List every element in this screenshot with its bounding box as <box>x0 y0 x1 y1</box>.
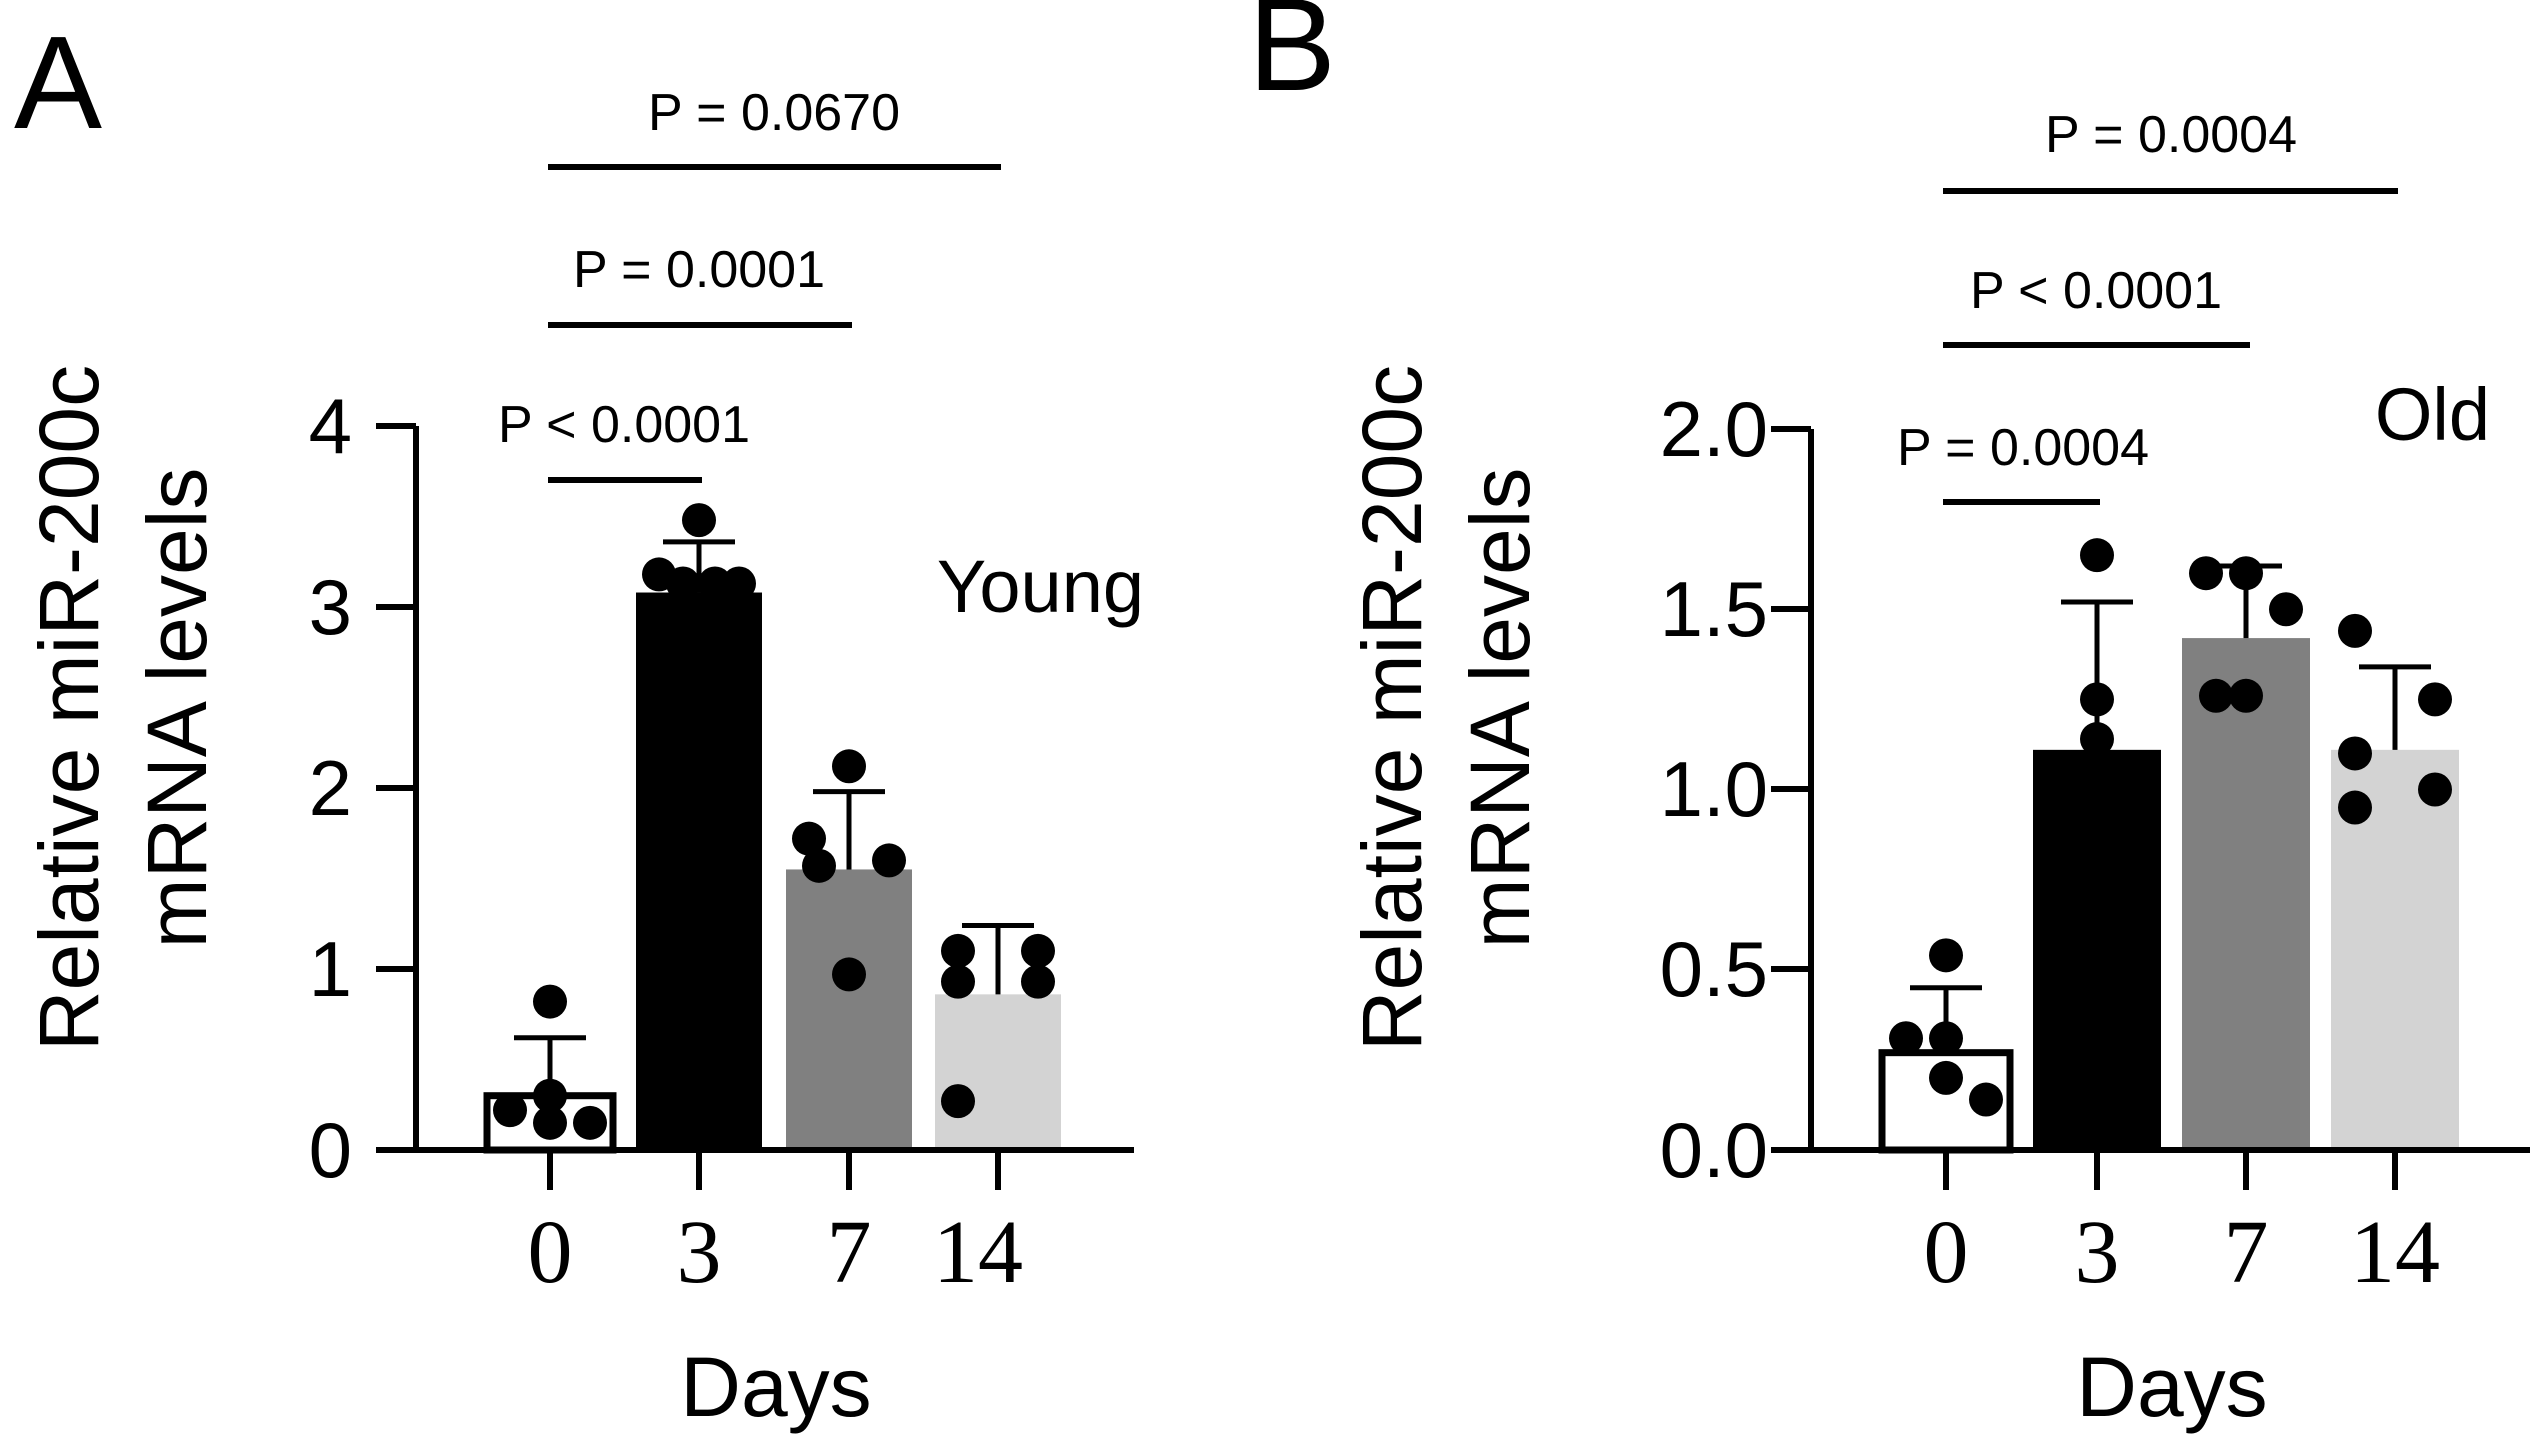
y-tick-label: 1.0 <box>1660 745 1768 833</box>
data-point <box>1929 1021 1963 1056</box>
bar <box>935 994 1061 1150</box>
x-tick-label: 14 <box>933 1203 1023 1302</box>
data-point <box>2080 538 2114 573</box>
group-label: Young <box>937 545 1144 628</box>
x-tick-label: 14 <box>2350 1203 2440 1302</box>
data-point <box>533 984 567 1019</box>
data-point <box>2338 736 2372 771</box>
x-tick-label: 0 <box>528 1203 573 1302</box>
y-axis-label-line2: mRNA levels <box>1453 468 1547 949</box>
group-label: Old <box>2375 373 2490 456</box>
data-point <box>2338 613 2372 648</box>
data-point <box>941 1084 975 1119</box>
data-point <box>722 566 756 601</box>
y-tick-label: 0.0 <box>1660 1106 1768 1194</box>
data-point <box>2418 772 2452 807</box>
y-axis-label-line1: Relative miR-200c <box>1345 365 1439 1051</box>
data-point <box>802 848 836 883</box>
data-point <box>533 1078 567 1113</box>
x-axis-label: Days <box>2076 1340 2267 1434</box>
y-tick-label: 2 <box>309 744 352 832</box>
y-tick-label: 4 <box>309 382 352 470</box>
data-point <box>666 566 700 601</box>
data-point <box>2269 592 2303 627</box>
p-value-label: P = 0.0004 <box>2045 106 2297 164</box>
y-tick-label: 1 <box>309 925 352 1013</box>
p-value-label: P = 0.0004 <box>1897 419 2149 477</box>
data-point <box>2080 682 2114 717</box>
data-point <box>872 843 906 878</box>
bar <box>786 869 912 1150</box>
data-point <box>2338 790 2372 825</box>
data-point <box>832 749 866 784</box>
y-tick-label: 3 <box>309 563 352 651</box>
data-point <box>682 503 716 538</box>
x-tick-label: 3 <box>2075 1203 2120 1302</box>
significance-brackets: P = 0.0004 P < 0.0001 P = 0.0004 <box>1897 106 2398 505</box>
data-point <box>832 957 866 992</box>
data-point <box>573 1105 607 1140</box>
y-tick-label: 0 <box>309 1106 352 1194</box>
x-axis-label: Days <box>680 1340 871 1434</box>
data-point <box>1969 1082 2003 1117</box>
x-tick-label: 7 <box>827 1203 872 1302</box>
data-point <box>941 964 975 999</box>
data-point <box>1021 933 1055 968</box>
data-point <box>493 1093 527 1128</box>
x-tick-label: 7 <box>2224 1203 2269 1302</box>
p-value-label: P = 0.0001 <box>573 241 825 299</box>
data-point <box>698 566 732 601</box>
data-point <box>1929 938 1963 973</box>
bar <box>636 592 762 1150</box>
panel-letter: A <box>14 9 102 156</box>
y-tick-label: 2.0 <box>1660 385 1768 473</box>
data-point <box>2199 678 2233 713</box>
data-point <box>1021 964 1055 999</box>
x-tick-label: 3 <box>677 1203 722 1302</box>
data-point <box>1889 1021 1923 1056</box>
p-value-label: P = 0.0670 <box>648 84 900 142</box>
panel-b: B Relative miR-200c mRNA levels Old Days… <box>1248 0 2530 1434</box>
data-point <box>2418 682 2452 717</box>
panel-a: A Relative miR-200c mRNA levels Young Da… <box>14 9 1144 1434</box>
x-tick-label: 0 <box>1924 1203 1969 1302</box>
bar <box>2182 638 2310 1150</box>
data-point <box>1929 1060 1963 1095</box>
bar <box>2033 749 2161 1150</box>
y-axis-label-line1: Relative miR-200c <box>22 365 116 1051</box>
p-value-label: P < 0.0001 <box>1970 262 2222 320</box>
y-tick-label: 0.5 <box>1660 925 1768 1013</box>
p-value-label: P < 0.0001 <box>498 396 750 454</box>
data-point <box>941 933 975 968</box>
data-point <box>2229 678 2263 713</box>
data-point <box>2229 556 2263 591</box>
y-axis-label-line2: mRNA levels <box>130 468 224 949</box>
panel-letter: B <box>1248 0 1336 118</box>
data-point <box>2080 722 2114 757</box>
significance-brackets: P < 0.0001 P = 0.0001 P = 0.0670 <box>498 84 1001 483</box>
data-point <box>2189 556 2223 591</box>
data-point <box>792 821 826 856</box>
data-point <box>533 1105 567 1140</box>
y-tick-label: 1.5 <box>1660 565 1768 653</box>
